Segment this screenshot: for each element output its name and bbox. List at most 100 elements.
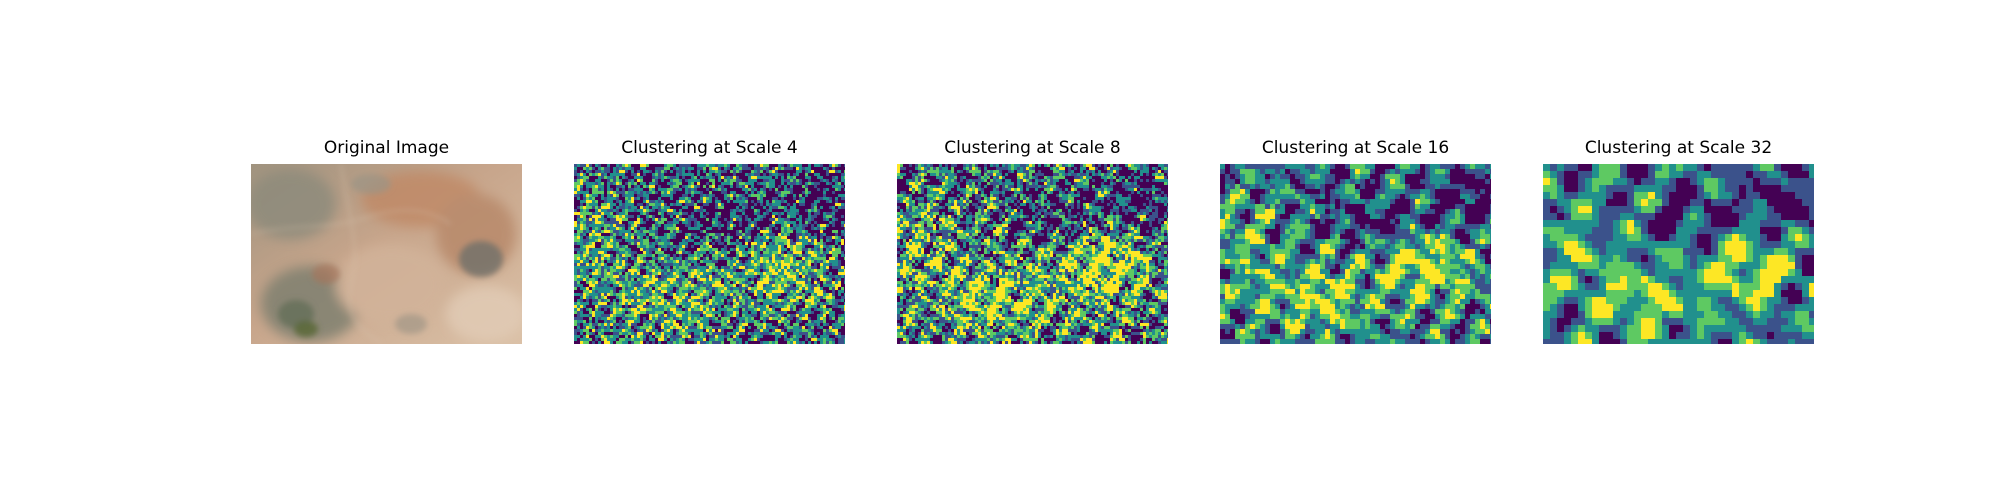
cluster-cell xyxy=(622,305,625,308)
cluster-cell xyxy=(664,293,667,296)
cluster-cell xyxy=(733,245,736,248)
cluster-cell xyxy=(820,191,823,194)
cluster-cell xyxy=(580,179,583,182)
cluster-cell xyxy=(577,275,580,278)
cluster-cell xyxy=(646,305,649,308)
cluster-cell xyxy=(625,254,628,257)
cluster-cell xyxy=(796,191,799,194)
cluster-cell xyxy=(832,194,835,197)
cluster-cell xyxy=(694,269,697,272)
cluster-cell xyxy=(760,251,763,254)
cluster-cell xyxy=(814,314,817,317)
cluster-cell xyxy=(742,284,745,287)
cluster-cell xyxy=(835,302,838,305)
cluster-cell xyxy=(628,185,631,188)
cluster-cell xyxy=(631,221,634,224)
cluster-cell xyxy=(790,239,793,242)
cluster-cell xyxy=(820,296,823,299)
cluster-cell xyxy=(685,245,688,248)
cluster-cell xyxy=(805,314,808,317)
cluster-cell xyxy=(661,266,664,269)
cluster-cell xyxy=(826,191,829,194)
cluster-cell xyxy=(799,188,802,191)
cluster-cell xyxy=(715,200,718,203)
cluster-cell xyxy=(613,239,616,242)
cluster-cell xyxy=(772,164,775,167)
cluster-cell xyxy=(604,317,607,320)
cluster-cell xyxy=(631,197,634,200)
cluster-cell xyxy=(736,188,739,191)
cluster-cell xyxy=(601,206,604,209)
cluster-cell xyxy=(715,206,718,209)
cluster-cell xyxy=(742,317,745,320)
cluster-cell xyxy=(805,227,808,230)
cluster-cell xyxy=(820,212,823,215)
cluster-cell xyxy=(598,263,601,266)
cluster-cell xyxy=(811,263,814,266)
cluster-cell xyxy=(664,191,667,194)
cluster-cell xyxy=(592,224,595,227)
cluster-cell xyxy=(712,260,715,263)
cluster-cell xyxy=(763,293,766,296)
cluster-cell xyxy=(730,290,733,293)
cluster-cell xyxy=(754,317,757,320)
cluster-cell xyxy=(652,230,655,233)
cluster-cell xyxy=(577,188,580,191)
cluster-cell xyxy=(682,233,685,236)
cluster-cell xyxy=(763,254,766,257)
cluster-cell xyxy=(784,215,787,218)
cluster-cell xyxy=(604,206,607,209)
cluster-cell xyxy=(589,227,592,230)
cluster-cell xyxy=(787,266,790,269)
cluster-cell xyxy=(586,302,589,305)
cluster-cell xyxy=(685,314,688,317)
cluster-cell xyxy=(688,173,691,176)
cluster-cell xyxy=(733,227,736,230)
cluster-cell xyxy=(580,191,583,194)
cluster-cell xyxy=(766,242,769,245)
cluster-cell xyxy=(583,206,586,209)
cluster-cell xyxy=(634,167,637,170)
cluster-cell xyxy=(724,185,727,188)
cluster-cell xyxy=(742,227,745,230)
cluster-cell xyxy=(766,251,769,254)
cluster-cell xyxy=(694,296,697,299)
cluster-cell xyxy=(592,212,595,215)
cluster-cell xyxy=(778,230,781,233)
cluster-cell xyxy=(613,182,616,185)
cluster-cell xyxy=(676,320,679,323)
cluster-cell xyxy=(736,170,739,173)
cluster-cell xyxy=(808,284,811,287)
cluster-cell xyxy=(811,197,814,200)
cluster-cell xyxy=(697,299,700,302)
cluster-cell xyxy=(745,191,748,194)
cluster-cell xyxy=(649,212,652,215)
cluster-cell xyxy=(802,281,805,284)
cluster-cell xyxy=(634,257,637,260)
cluster-cell xyxy=(604,212,607,215)
cluster-cell xyxy=(757,296,760,299)
cluster-cell xyxy=(829,305,832,308)
cluster-cell xyxy=(805,224,808,227)
cluster-cell xyxy=(580,257,583,260)
cluster-cell xyxy=(754,326,757,329)
cluster-cell xyxy=(727,203,730,206)
cluster-cell xyxy=(706,176,709,179)
cluster-cell xyxy=(724,302,727,305)
cluster-cell xyxy=(766,227,769,230)
cluster-cell xyxy=(643,251,646,254)
cluster-cell xyxy=(649,308,652,311)
cluster-cell xyxy=(811,260,814,263)
cluster-cell xyxy=(799,296,802,299)
cluster-cell xyxy=(727,227,730,230)
cluster-cell xyxy=(631,206,634,209)
cluster-cell xyxy=(676,164,679,167)
cluster-cell xyxy=(703,176,706,179)
cluster-cell xyxy=(700,320,703,323)
cluster-cell xyxy=(733,326,736,329)
cluster-cell xyxy=(628,281,631,284)
cluster-cell xyxy=(823,245,826,248)
cluster-cell xyxy=(811,215,814,218)
cluster-cell xyxy=(688,320,691,323)
cluster-cell xyxy=(649,206,652,209)
